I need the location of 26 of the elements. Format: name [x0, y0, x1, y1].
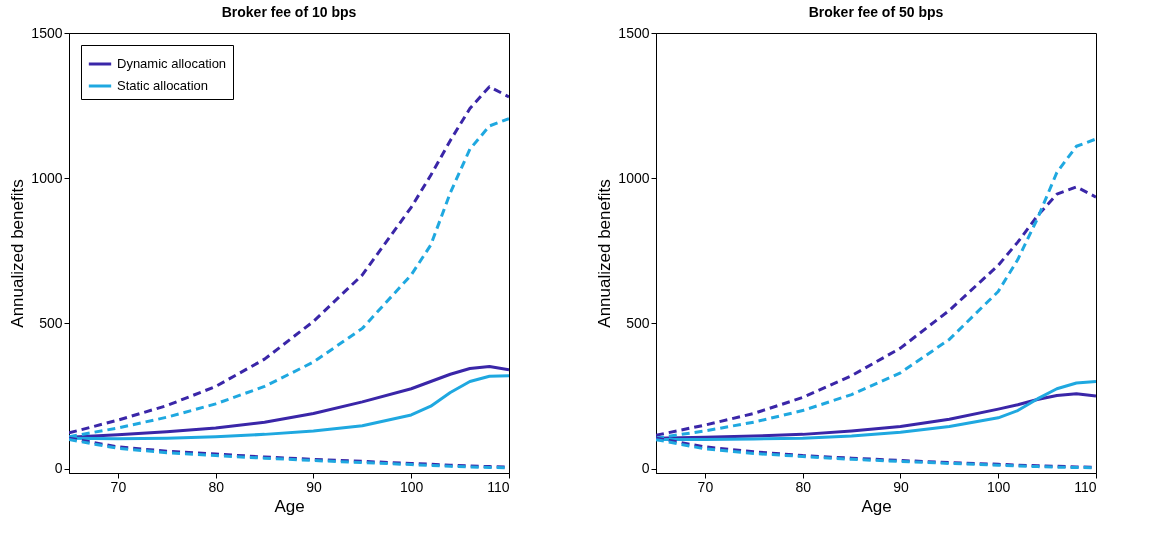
x-axis-title: Age	[861, 496, 892, 516]
y-tick-label: 500	[39, 314, 63, 331]
x-tick-label: 70	[697, 478, 714, 495]
x-tick-label: 100	[400, 478, 424, 495]
x-tick-label: 90	[893, 478, 909, 495]
x-tick-label: 110	[487, 478, 510, 495]
x-tick-label: 80	[795, 478, 812, 495]
chart-title: Broker fee of 50 bps	[808, 4, 944, 20]
y-axis-title: Annualized benefits	[8, 179, 28, 328]
x-tick-label: 70	[110, 478, 127, 495]
y-tick-label: 1000	[31, 169, 63, 186]
y-tick-label: 1500	[618, 24, 650, 41]
y-tick-label: 1500	[31, 24, 63, 41]
y-tick-label: 0	[54, 460, 63, 477]
y-tick-label: 0	[641, 460, 650, 477]
legend-label: Static allocation	[117, 78, 209, 93]
y-tick-label: 1000	[618, 169, 650, 186]
x-axis-title: Age	[274, 496, 305, 516]
chart-title: Broker fee of 10 bps	[221, 4, 357, 20]
y-axis-title: Annualized benefits	[595, 179, 615, 328]
x-tick-label: 100	[987, 478, 1011, 495]
legend-label: Dynamic allocation	[117, 56, 227, 71]
x-tick-label: 90	[306, 478, 322, 495]
y-tick-label: 500	[626, 314, 650, 331]
x-tick-label: 110	[1074, 478, 1097, 495]
x-tick-label: 80	[208, 478, 225, 495]
